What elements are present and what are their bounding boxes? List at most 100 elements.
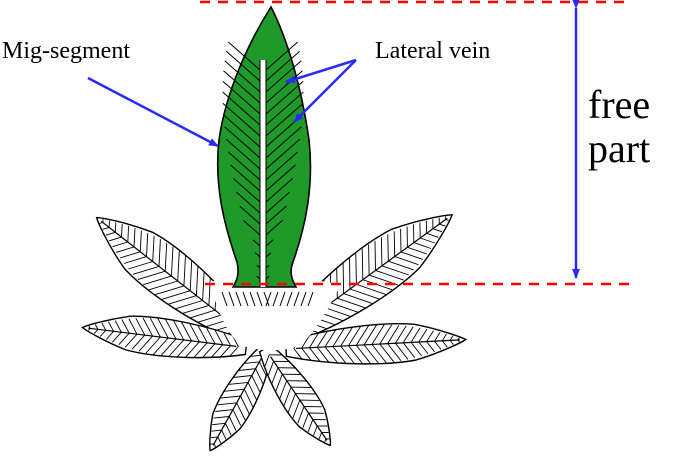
- lateral-vein: [210, 436, 218, 439]
- lateral-vein: [161, 290, 191, 301]
- lateral-vein: [441, 333, 447, 342]
- lateral-vein: [255, 368, 264, 385]
- lateral-vein: [232, 409, 242, 426]
- mid-segment-lateral-vein: [265, 264, 270, 269]
- mid-segment-lateral-vein: [224, 126, 261, 159]
- lateral-vein: [119, 251, 141, 259]
- leaf-lobes: [81, 214, 467, 452]
- lateral-vein: [149, 317, 161, 338]
- lateral-vein: [128, 318, 138, 335]
- lateral-vein: [99, 329, 107, 337]
- mid-segment-lateral-vein: [239, 205, 261, 225]
- lateral-vein: [153, 337, 169, 355]
- mid-segment-lateral-vein: [265, 91, 304, 126]
- leaf-base: [210, 279, 340, 351]
- lateral-vein: [170, 246, 174, 277]
- lateral-vein: [172, 319, 185, 341]
- lateral-vein: [355, 252, 357, 285]
- lateral-vein: [395, 325, 407, 344]
- lateral-vein: [251, 375, 261, 393]
- lateral-vein: [101, 322, 107, 331]
- mid-segment-lateral-vein: [230, 164, 261, 192]
- lateral-vein: [418, 328, 428, 343]
- lateral-vein: [211, 344, 224, 358]
- base-vein: [249, 291, 256, 307]
- lateral-vein: [127, 225, 130, 243]
- lateral-vein: [340, 345, 355, 365]
- mid-segment-lateral-vein: [265, 239, 274, 247]
- lateral-vein: [105, 231, 116, 236]
- base-vein: [235, 291, 242, 307]
- lateral-vein: [123, 256, 147, 264]
- lateral-vein: [307, 419, 314, 432]
- lateral-vein: [363, 344, 379, 364]
- lateral-vein: [368, 244, 370, 276]
- lateral-vein: [88, 325, 91, 329]
- base-vein: [279, 291, 286, 307]
- left-lower-lobe: [209, 344, 274, 452]
- lateral-vein: [221, 429, 227, 440]
- base-vein: [263, 291, 270, 307]
- base-vein: [300, 291, 307, 307]
- lateral-vein: [228, 416, 237, 431]
- lateral-vein: [154, 285, 185, 296]
- lateral-vein: [374, 240, 376, 271]
- base-vein: [307, 291, 314, 307]
- mid-segment-lateral-vein: [232, 178, 261, 203]
- lateral-vein: [142, 317, 153, 337]
- lateral-vein: [324, 346, 339, 364]
- lateral-vein: [426, 232, 439, 238]
- lateral-vein: [220, 345, 231, 358]
- mid-segment-lateral-vein: [225, 138, 261, 170]
- base-vein: [242, 291, 249, 307]
- lateral-vein: [236, 402, 246, 421]
- mid-segment-lateral-vein: [265, 275, 270, 280]
- lateral-vein: [395, 342, 409, 360]
- lateral-vein: [413, 242, 432, 249]
- lateral-vein: [148, 280, 178, 291]
- lateral-vein: [118, 332, 130, 346]
- lateral-vein: [309, 332, 319, 348]
- lateral-vein: [363, 324, 377, 346]
- lateral-vein: [176, 340, 192, 358]
- mid-segment-lateral-vein: [265, 151, 299, 181]
- mid-segment-lateral-vein: [265, 138, 301, 170]
- lateral-vein: [94, 324, 99, 330]
- lateral-vein: [190, 309, 216, 319]
- lateral-vein: [279, 380, 288, 400]
- lateral-vein: [197, 324, 208, 344]
- lateral-vein: [388, 260, 414, 271]
- lateral-vein: [93, 329, 99, 334]
- lateral-vein: [224, 423, 232, 436]
- lateral-vein: [195, 265, 199, 296]
- mid-segment-lateral-vein: [222, 91, 261, 126]
- lateral-vein: [198, 314, 222, 323]
- lateral-vein: [410, 327, 421, 343]
- lateral-vein: [441, 340, 448, 348]
- base-vein: [293, 291, 300, 307]
- mid-segment-lateral-vein: [265, 102, 304, 137]
- lateral-vein: [324, 438, 327, 443]
- lateral-vein: [189, 322, 200, 343]
- lateral-vein: [158, 239, 161, 267]
- lateral-vein: [220, 395, 241, 399]
- lateral-vein: [449, 335, 454, 341]
- lateral-vein: [301, 334, 311, 349]
- lateral-vein-pointer-arrow-1: [285, 58, 357, 84]
- lateral-vein: [348, 345, 364, 365]
- lateral-vein: [247, 382, 258, 401]
- lateral-vein: [214, 329, 224, 345]
- lateral-vein: [229, 346, 239, 357]
- lateral-vein: [432, 228, 443, 233]
- lateral-vein: [217, 402, 237, 406]
- lateral-vein: [287, 393, 296, 413]
- lateral-vein: [400, 251, 423, 260]
- lateral-vein: [393, 231, 396, 257]
- lateral-vein: [271, 367, 279, 384]
- mid-segment-lateral-vein: [256, 275, 261, 280]
- lateral-vein: [108, 321, 114, 332]
- base-vein: [256, 291, 263, 307]
- base-vein: [221, 291, 228, 307]
- lateral-vein: [213, 416, 230, 419]
- lateral-vein: [133, 228, 136, 247]
